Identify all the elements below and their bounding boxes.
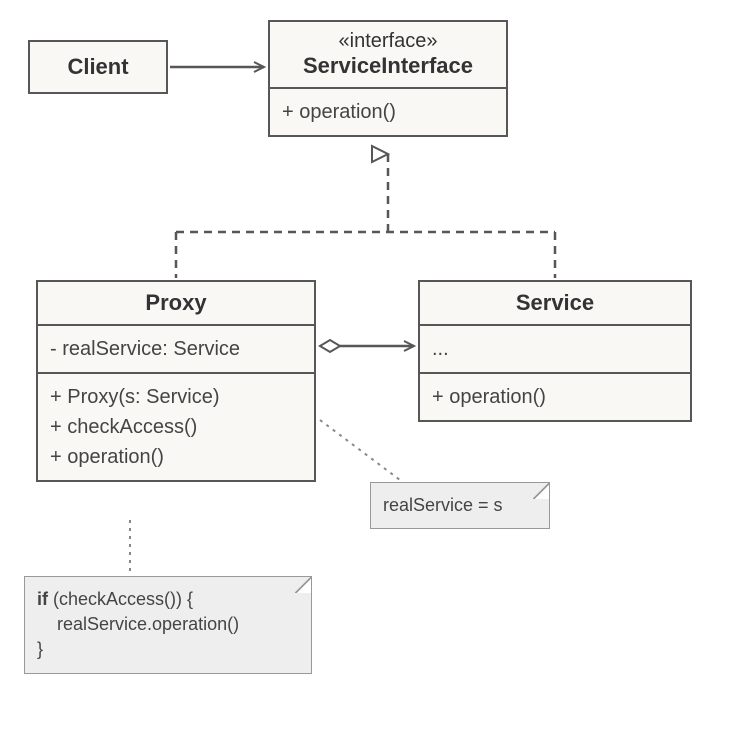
note2-line1: if (checkAccess()) { bbox=[37, 587, 299, 612]
proxy-op1: + Proxy(s: Service) bbox=[50, 382, 302, 412]
interface-title: «interface» ServiceInterface bbox=[270, 22, 506, 89]
note1-text: realService = s bbox=[383, 495, 503, 515]
note2-line3: } bbox=[37, 637, 299, 662]
service-title: Service bbox=[420, 282, 690, 326]
interface-stereo: «interface» bbox=[276, 30, 500, 53]
proxy-attr: - realService: Service bbox=[38, 326, 314, 374]
note-operation: if (checkAccess()) { realService.operati… bbox=[24, 576, 312, 674]
proxy-ops: + Proxy(s: Service) + checkAccess() + op… bbox=[38, 374, 314, 480]
interface-op: + operation() bbox=[270, 89, 506, 135]
service-attr: ... bbox=[420, 326, 690, 374]
proxy-op3: + operation() bbox=[50, 442, 302, 472]
client-node: Client bbox=[28, 40, 168, 94]
note-corner-icon bbox=[533, 483, 549, 499]
client-label: Client bbox=[67, 54, 128, 80]
service-op: + operation() bbox=[420, 374, 690, 420]
note-corner-icon bbox=[295, 577, 311, 593]
proxy-title: Proxy bbox=[38, 282, 314, 326]
proxy-op2: + checkAccess() bbox=[50, 412, 302, 442]
interface-node: «interface» ServiceInterface + operation… bbox=[268, 20, 508, 137]
edge-note1 bbox=[320, 420, 400, 480]
interface-name: ServiceInterface bbox=[303, 53, 473, 78]
note-realservice: realService = s bbox=[370, 482, 550, 529]
service-node: Service ... + operation() bbox=[418, 280, 692, 422]
proxy-node: Proxy - realService: Service + Proxy(s: … bbox=[36, 280, 316, 482]
note2-line1b: (checkAccess()) { bbox=[48, 589, 193, 609]
note2-line1a: if bbox=[37, 589, 48, 609]
note2-line2: realService.operation() bbox=[37, 612, 299, 637]
